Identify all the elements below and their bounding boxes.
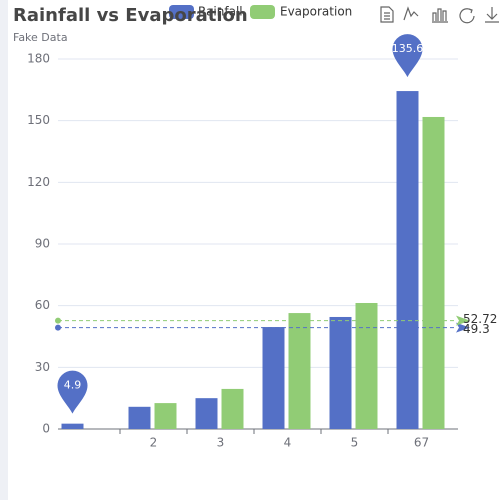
- bar: [61, 423, 84, 429]
- save-icon[interactable]: [485, 7, 499, 23]
- bar: [195, 398, 218, 429]
- line-icon[interactable]: [403, 6, 419, 21]
- bar: [221, 388, 244, 429]
- y-tick-label: 180: [27, 52, 50, 66]
- marker-pin: [392, 34, 423, 78]
- bar: [396, 91, 419, 430]
- average-line-start: [55, 317, 61, 324]
- chart-subtitle: Fake Data: [13, 31, 68, 44]
- y-tick-label: 30: [35, 360, 50, 374]
- bar: [329, 316, 352, 429]
- marker-label: 135.6: [392, 42, 424, 55]
- x-tick-label: 2: [150, 436, 158, 450]
- data-view-icon[interactable]: [380, 6, 394, 23]
- y-tick-label: 60: [35, 298, 50, 312]
- legend-label: Rainfall: [198, 5, 243, 19]
- legend-label: Evaporation: [280, 5, 352, 19]
- restore-icon[interactable]: [459, 8, 475, 24]
- y-tick-label: 90: [35, 237, 50, 251]
- legend: Rainfall Evaporation: [169, 5, 352, 19]
- bar-icon[interactable]: [432, 8, 448, 23]
- x-tick-label: 4: [284, 436, 292, 450]
- marker-pin: [57, 370, 88, 414]
- average-line-start: [55, 324, 61, 331]
- marker-label: 4.9: [64, 379, 82, 392]
- legend-swatch: [250, 5, 275, 19]
- bar: [422, 116, 445, 429]
- average-label: 49.3: [463, 322, 490, 336]
- bar: [154, 403, 177, 429]
- average-line-arrow: [456, 322, 470, 333]
- bar: [355, 302, 378, 429]
- toolbox[interactable]: [380, 6, 499, 24]
- average-label: 52.72: [463, 312, 497, 326]
- bar: [288, 313, 311, 429]
- y-tick-label: 120: [27, 175, 50, 189]
- x-tick-label: 3: [217, 436, 225, 450]
- x-tick-label: 67: [414, 436, 429, 450]
- side-strip: [0, 0, 8, 500]
- bar: [128, 406, 151, 429]
- chart-title: Rainfall vs Evaporation: [13, 5, 248, 26]
- y-tick-label: 150: [27, 113, 50, 127]
- legend-swatch: [169, 5, 194, 19]
- x-tick-label: 5: [351, 436, 359, 450]
- average-line-arrow: [456, 315, 470, 326]
- bar: [262, 327, 285, 429]
- y-tick-label: 0: [42, 422, 50, 436]
